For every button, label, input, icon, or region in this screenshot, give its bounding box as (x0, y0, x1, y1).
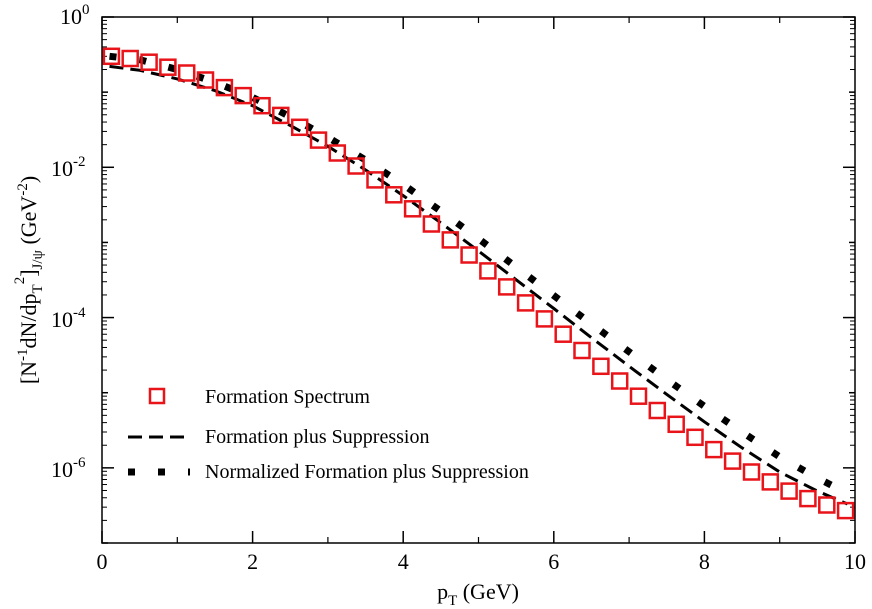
data-point-square (723, 452, 742, 470)
data-point-square (516, 294, 535, 312)
data-point-square (686, 428, 704, 447)
data-point-square (629, 387, 648, 405)
y-tick-label: 10-4 (51, 305, 86, 332)
data-point-square (554, 325, 572, 343)
data-point-square (177, 64, 196, 82)
y-axis-label: [N-1dN/dpT2]J/ψ (GeV-2) (12, 176, 46, 384)
y-tick-base: 10 (51, 307, 73, 332)
data-point-square (497, 278, 516, 296)
data-point-square (253, 96, 271, 115)
data-point-square (479, 262, 497, 280)
y-tick-label: 10-2 (51, 154, 86, 181)
x-tick-labels: 0 2 4 6 8 10 (97, 549, 867, 574)
x-axis-label-main: p (437, 579, 448, 604)
data-point-square (328, 144, 347, 162)
y-label-sup3: -2 (15, 183, 31, 196)
data-point-square (573, 341, 591, 360)
data-point-square (215, 78, 234, 97)
data-point-square (140, 53, 158, 71)
data-point-square (234, 86, 252, 105)
y-label-unit-open: (GeV (16, 196, 41, 250)
x-tick-label: 8 (699, 549, 710, 574)
data-point-square (309, 131, 328, 149)
x-tick-label: 4 (398, 549, 409, 574)
y-label-sub1: T (30, 284, 46, 293)
y-label-open: [N (16, 361, 41, 384)
data-point-square (667, 415, 685, 434)
x-axis-label-rest: (GeV) (457, 579, 519, 604)
data-point-square (272, 106, 290, 125)
x-axis-label: pT (GeV) (437, 579, 519, 609)
data-point-square (742, 463, 761, 481)
y-label-sup2: 2 (12, 277, 28, 285)
y-tick-exponent: -2 (73, 154, 86, 170)
legend-marker-formation-spectrum (148, 387, 166, 405)
x-tick-label: 10 (844, 549, 866, 574)
data-point-square (799, 489, 817, 508)
data-point-square (422, 215, 441, 233)
x-axis-label-sub: T (448, 593, 457, 609)
data-point-square (460, 246, 478, 264)
data-point-square (366, 171, 384, 189)
data-point-square (196, 71, 215, 89)
data-point-square (385, 186, 403, 204)
plot-frame (101, 16, 856, 544)
legend: Formation Spectrum Formation plus Suppre… (128, 386, 529, 483)
series-line-dotted (109, 52, 850, 497)
y-tick-base: 10 (60, 4, 82, 29)
data-point-square (648, 401, 667, 420)
data-point-square (780, 482, 798, 500)
x-tick-label: 0 (97, 549, 108, 574)
y-tick-label: 10-6 (51, 455, 86, 482)
y-tick-exponent: -4 (73, 305, 86, 321)
x-tick-label: 2 (247, 549, 258, 574)
y-tick-exponent: 0 (82, 2, 90, 18)
y-label-close: ] (16, 269, 41, 276)
x-tick-label: 6 (548, 549, 559, 574)
data-point-square (761, 473, 780, 491)
y-tick-base: 10 (51, 156, 73, 181)
y-label-sup1: -1 (15, 348, 31, 361)
y-tick-label: 100 (60, 2, 90, 29)
y-tick-base: 10 (51, 457, 73, 482)
y-label-mid1: dN/dp (16, 293, 41, 348)
y-tick-labels: 100 10-2 10-4 10-6 (51, 2, 90, 482)
data-point-square (121, 49, 139, 68)
data-point-square (347, 157, 365, 175)
legend-label-formation-plus-suppression: Formation plus Suppression (205, 426, 429, 448)
data-point-square (836, 501, 855, 520)
data-point-square (818, 496, 836, 514)
y-label-sub2: J/ψ (30, 249, 46, 269)
data-point-square (610, 372, 629, 390)
data-point-square (441, 231, 460, 249)
legend-label-formation-spectrum: Formation Spectrum (205, 386, 370, 408)
data-point-square (159, 58, 177, 76)
data-point-square (290, 118, 309, 137)
data-point-square (705, 440, 723, 459)
series-layer (102, 47, 855, 520)
y-tick-exponent: -6 (73, 455, 86, 471)
y-label-unit-close: ) (16, 176, 41, 183)
data-point-square (102, 47, 121, 66)
legend-label-normalized-formation-plus-suppression: Normalized Formation plus Suppression (205, 461, 529, 483)
data-point-square (592, 357, 610, 376)
data-point-square (403, 200, 422, 218)
data-point-square (535, 310, 554, 328)
